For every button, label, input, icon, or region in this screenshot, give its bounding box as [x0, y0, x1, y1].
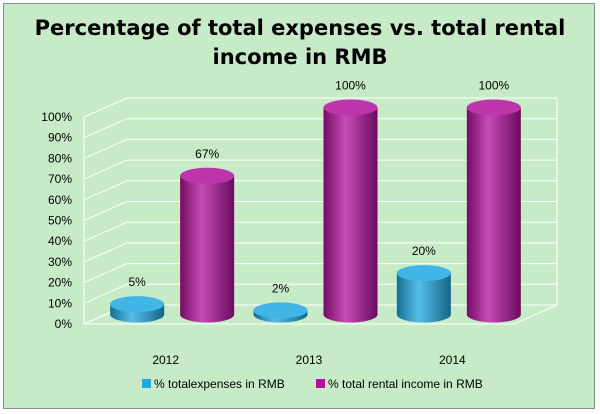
- left-wall-gridline: [83, 283, 128, 304]
- bar-top: [396, 265, 451, 282]
- left-wall-gridline: [83, 159, 128, 180]
- category-label: 2014: [439, 353, 466, 367]
- chart-plot: 0% 10% 20% 30% 40% 50% 60% 70% 80% 90% 100% 2012 20…: [41, 79, 558, 391]
- bar-top: [110, 296, 165, 313]
- category-label: 2013: [296, 353, 323, 367]
- bar--totalexpenses-in-rmb-2012: [110, 296, 165, 323]
- legend-swatch: [142, 379, 151, 388]
- data-label: 2%: [272, 281, 290, 295]
- bar-body: [396, 273, 451, 323]
- data-label: 100%: [478, 79, 509, 93]
- y-tick-label: 90%: [48, 131, 72, 145]
- legend-label: % total rental income in RMB: [328, 377, 483, 391]
- left-wall-gridline: [83, 97, 128, 118]
- legend-label: % totalexpenses in RMB: [154, 377, 285, 391]
- bar--total-rental-income-in-rmb-2014: [466, 99, 521, 323]
- y-tick-label: 50%: [48, 214, 72, 228]
- y-tick-label: 80%: [48, 151, 72, 165]
- bar--total-rental-income-in-rmb-2013: [323, 99, 378, 323]
- bar-body: [466, 107, 521, 323]
- left-wall-gridline: [83, 138, 128, 159]
- bar--total-rental-income-in-rmb-2012: [180, 167, 235, 323]
- bar--totalexpenses-in-rmb-2014: [396, 265, 451, 323]
- left-wall-gridline: [83, 201, 128, 221]
- left-wall-gridline: [83, 242, 128, 263]
- chart-frame: Percentage of total expenses vs. total r…: [3, 3, 595, 409]
- left-wall-gridline: [83, 263, 128, 284]
- category-label: 2012: [152, 353, 179, 367]
- data-label: 20%: [412, 244, 436, 258]
- data-label: 5%: [128, 275, 146, 289]
- y-tick-label: 100%: [41, 110, 72, 124]
- legend-swatch: [316, 379, 325, 388]
- bar-top: [180, 167, 235, 184]
- bar-top: [253, 302, 308, 319]
- bar-body: [180, 175, 235, 323]
- bar-top: [323, 99, 378, 116]
- bar-top: [466, 99, 521, 116]
- y-tick-label: 60%: [48, 193, 72, 207]
- y-tick-label: 40%: [48, 234, 72, 248]
- left-wall-gridline: [83, 180, 128, 201]
- bar--totalexpenses-in-rmb-2013: [253, 302, 308, 323]
- y-tick-label: 70%: [48, 172, 72, 186]
- y-tick-label: 10%: [48, 296, 72, 310]
- data-label: 100%: [335, 79, 366, 93]
- left-wall-gridline: [83, 221, 128, 242]
- chart-title: Percentage of total expenses vs. total r…: [34, 16, 566, 69]
- y-tick-label: 30%: [48, 255, 72, 269]
- bar-body: [323, 107, 378, 323]
- data-label: 67%: [195, 147, 219, 161]
- left-wall-gridline: [83, 118, 128, 139]
- y-tick-label: 0%: [55, 317, 73, 331]
- y-tick-label: 20%: [48, 276, 72, 290]
